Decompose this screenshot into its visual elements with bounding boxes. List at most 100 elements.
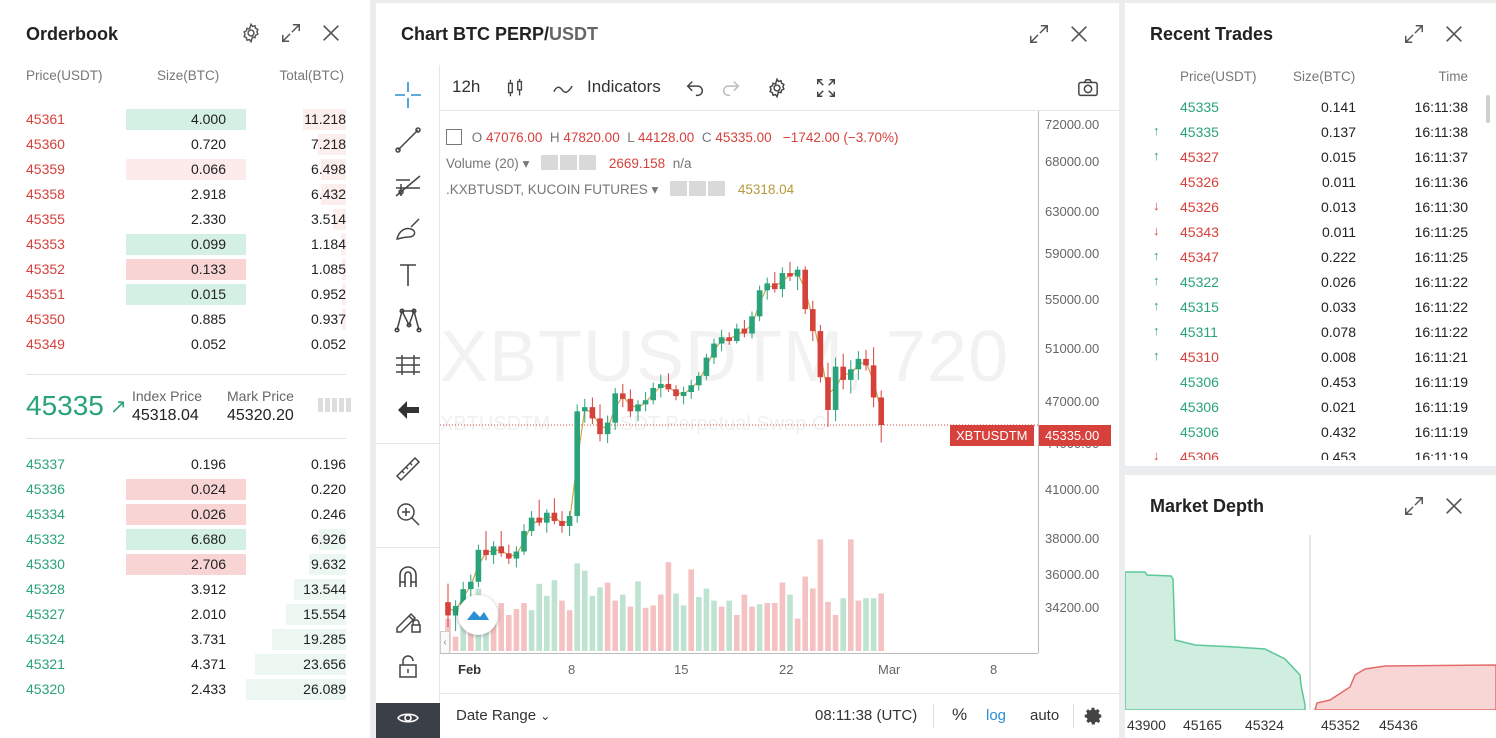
interval-selector[interactable]: 12h xyxy=(452,77,481,96)
orderbook-row[interactable]: 45336 0.024 0.220 xyxy=(26,477,346,502)
orderbook-row[interactable]: 45349 0.052 0.052 xyxy=(26,332,346,357)
close-label: C xyxy=(701,130,712,145)
crosshair-icon[interactable] xyxy=(392,79,424,111)
log-toggle[interactable]: log xyxy=(986,707,1007,724)
date-range-button[interactable]: Date Range ⌄ xyxy=(456,707,551,724)
candle-body xyxy=(848,369,854,380)
trade-time: 16:11:25 xyxy=(1414,224,1468,240)
collapse-icon[interactable] xyxy=(446,129,462,145)
indicators-icon[interactable] xyxy=(552,77,574,99)
y-tick: 38000.00 xyxy=(1045,531,1100,547)
candle-type-icon[interactable] xyxy=(504,77,526,99)
visibility-toggle[interactable] xyxy=(376,703,440,738)
pattern-icon[interactable] xyxy=(392,304,424,336)
ruler-icon[interactable] xyxy=(392,453,424,485)
eye-icon[interactable] xyxy=(669,181,687,196)
trend-up-icon: ↗ xyxy=(110,396,127,418)
orderbook-row[interactable]: 45351 0.015 0.952 xyxy=(26,282,346,307)
candle-body xyxy=(832,366,839,410)
redo-icon[interactable] xyxy=(720,77,742,99)
gear-icon[interactable] xyxy=(559,155,577,170)
trade-price: 45306 xyxy=(1180,424,1219,440)
ohlc-legend: O 47076.00 H 47820.00 L 44128.00 C 45335… xyxy=(446,129,899,145)
orderbook-row[interactable]: 45332 6.680 6.926 xyxy=(26,527,346,552)
trade-price: 45343 xyxy=(1180,224,1219,240)
chart-settings-icon[interactable] xyxy=(766,77,788,99)
expand-icon[interactable] xyxy=(1403,23,1425,45)
chart-plot-area[interactable]: XBTUSDTM, 720 XBTUSDTM USDT Perpetual Sw… xyxy=(440,111,1038,653)
collapse-toolbar-handle[interactable]: ‹ xyxy=(440,631,450,653)
fullscreen-icon[interactable] xyxy=(815,77,837,99)
volume-bar xyxy=(832,615,839,651)
camera-icon[interactable] xyxy=(1077,77,1099,99)
close-icon[interactable] xyxy=(1443,495,1465,517)
expand-icon[interactable] xyxy=(1403,495,1425,517)
orderbook-row[interactable]: 45361 4.000 11.218 xyxy=(26,107,346,132)
orderbook-row[interactable]: 45353 0.099 1.184 xyxy=(26,232,346,257)
depth-chart[interactable] xyxy=(1125,535,1496,710)
fib-tool-icon[interactable] xyxy=(392,169,424,201)
price-axis[interactable]: 34200.0036000.0038000.0041000.0044000.00… xyxy=(1038,111,1119,653)
orderbook-row[interactable]: 45324 3.731 19.285 xyxy=(26,627,346,652)
orderbook-row[interactable]: 45352 0.133 1.085 xyxy=(26,257,346,282)
prediction-icon[interactable] xyxy=(392,349,424,381)
candle-body xyxy=(779,273,786,290)
orderbook-row[interactable]: 45321 4.371 23.656 xyxy=(26,652,346,677)
utc-time[interactable]: 08:11:38 (UTC) xyxy=(815,707,918,724)
volume-bar xyxy=(848,539,854,651)
row-size: 0.099 xyxy=(190,236,226,252)
trade-row: 45306 0.453 16:11:19 xyxy=(1125,370,1496,395)
close-icon[interactable] xyxy=(1443,23,1465,45)
tradingview-logo[interactable] xyxy=(458,595,498,635)
volume-label[interactable]: Volume (20) xyxy=(446,156,519,171)
settings-icon[interactable] xyxy=(240,22,262,44)
trade-price: 45306 xyxy=(1180,399,1219,415)
compare-label[interactable]: .KXBTUSDT, KUCOIN FUTURES xyxy=(446,182,648,197)
trend-line-icon[interactable] xyxy=(392,124,424,156)
trade-row: ↑ 45322 0.026 16:11:22 xyxy=(1125,270,1496,295)
orderbook-row[interactable]: 45330 2.706 9.632 xyxy=(26,552,346,577)
close-icon[interactable] xyxy=(707,181,725,196)
back-arrow-icon[interactable] xyxy=(392,394,424,426)
orderbook-row[interactable]: 45359 0.066 6.498 xyxy=(26,157,346,182)
orderbook-row[interactable]: 45327 2.010 15.554 xyxy=(26,602,346,627)
row-price: 45334 xyxy=(26,506,65,522)
orderbook-row[interactable]: 45334 0.026 0.246 xyxy=(26,502,346,527)
expand-icon[interactable] xyxy=(1028,23,1050,45)
col-header-time: Time xyxy=(1438,69,1469,84)
orderbook-row[interactable]: 45360 0.720 7.218 xyxy=(26,132,346,157)
magnet-icon[interactable] xyxy=(392,560,424,592)
percent-toggle[interactable]: % xyxy=(952,705,968,724)
trades-list[interactable]: 45335 0.141 16:11:38 ↑ 45335 0.137 16:11:38 ↑ 45… xyxy=(1125,93,1496,460)
settings-icon[interactable] xyxy=(1082,705,1104,727)
volume-bar xyxy=(665,562,672,651)
undo-icon[interactable] xyxy=(684,77,706,99)
eye-icon[interactable] xyxy=(540,155,558,170)
orderbook-row[interactable]: 45358 2.918 6.432 xyxy=(26,182,346,207)
scrollbar[interactable] xyxy=(1486,95,1490,123)
orderbook-row[interactable]: 45328 3.912 13.544 xyxy=(26,577,346,602)
brush-icon[interactable] xyxy=(392,214,424,246)
close-icon[interactable] xyxy=(1068,23,1090,45)
row-price: 45355 xyxy=(26,211,65,227)
gear-icon[interactable] xyxy=(688,181,706,196)
orderbook-row[interactable]: 45350 0.885 0.937 xyxy=(26,307,346,332)
trade-time: 16:11:38 xyxy=(1414,99,1468,115)
unlock-icon[interactable] xyxy=(392,650,424,682)
candle-body xyxy=(711,343,717,358)
time-axis[interactable]: Feb 8 15 22 Mar 8 xyxy=(440,653,1038,693)
trade-size: 0.078 xyxy=(1320,324,1356,340)
depth-toggle[interactable] xyxy=(318,398,354,412)
lock-drawing-icon[interactable] xyxy=(392,605,424,637)
indicators-button[interactable]: Indicators xyxy=(587,77,661,96)
trade-time: 16:11:36 xyxy=(1414,174,1468,190)
orderbook-row[interactable]: 45320 2.433 26.089 xyxy=(26,677,346,702)
expand-icon[interactable] xyxy=(280,22,302,44)
orderbook-row[interactable]: 45337 0.196 0.196 xyxy=(26,452,346,477)
zoom-in-icon[interactable] xyxy=(392,498,424,530)
close-icon[interactable] xyxy=(578,155,596,170)
auto-toggle[interactable]: auto xyxy=(1030,707,1060,724)
text-tool-icon[interactable] xyxy=(392,259,424,291)
close-icon[interactable] xyxy=(320,22,342,44)
orderbook-row[interactable]: 45355 2.330 3.514 xyxy=(26,207,346,232)
